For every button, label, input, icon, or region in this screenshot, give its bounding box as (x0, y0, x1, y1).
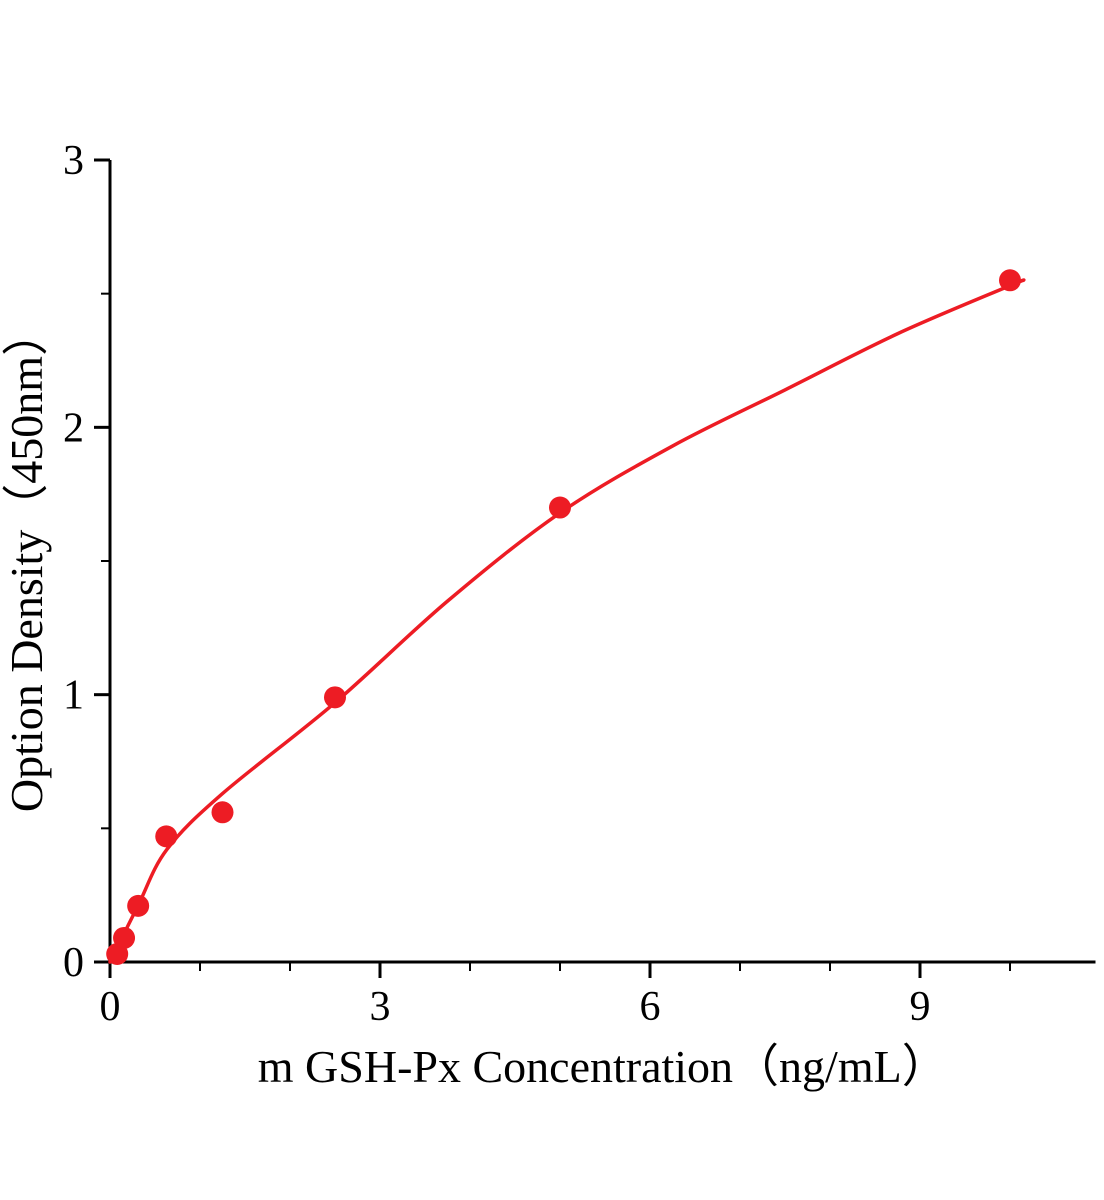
data-point (113, 926, 136, 949)
x-tick-label: 9 (910, 984, 931, 1030)
data-point (155, 825, 178, 848)
y-tick-label: 3 (63, 138, 84, 184)
x-axis-title: m GSH-Px Concentration（ng/mL） (258, 1041, 948, 1092)
data-point (211, 801, 234, 824)
x-tick-label: 6 (640, 984, 661, 1030)
x-tick-label: 0 (100, 984, 121, 1030)
data-point (324, 686, 346, 709)
y-axis-title: Option Density（450nm） (1, 310, 52, 812)
data-point (127, 894, 150, 917)
y-tick-label: 2 (63, 405, 84, 451)
y-tick-label: 0 (63, 940, 84, 986)
fit-curve (108, 278, 1026, 964)
data-point (549, 496, 571, 519)
y-tick-label: 1 (63, 673, 84, 719)
data-point (999, 269, 1021, 292)
x-tick-label: 3 (370, 984, 391, 1030)
